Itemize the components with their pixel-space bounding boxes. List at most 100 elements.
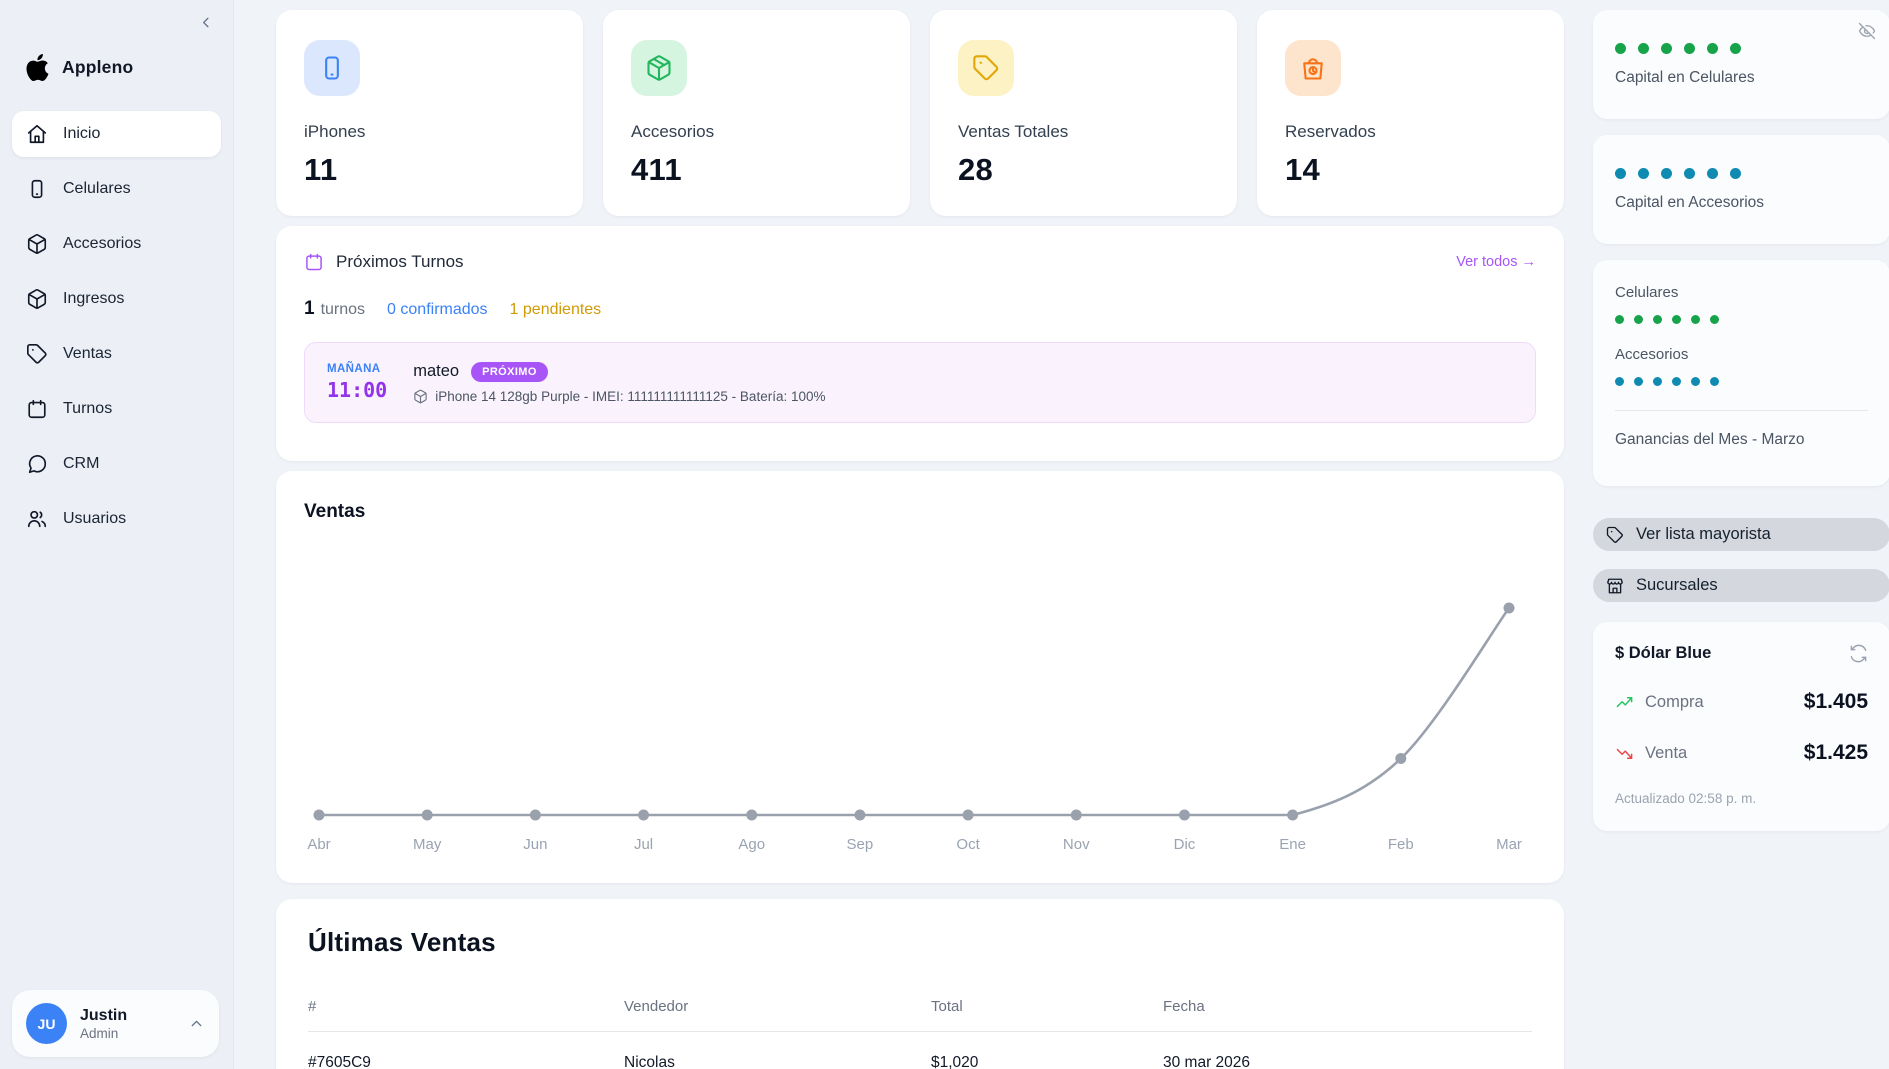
package-icon bbox=[27, 234, 47, 254]
tag-icon bbox=[27, 344, 47, 364]
ventas-line-chart: Abr May Jun Jul Ago Sep Oct Nov Dic Ene Feb Mar bbox=[304, 545, 1536, 863]
sale-vendedor: Nicolas bbox=[624, 1054, 675, 1069]
turnos-count-label: turnos bbox=[320, 301, 366, 318]
sidebar-item-label: Turnos bbox=[63, 400, 113, 417]
calendar-icon bbox=[306, 253, 322, 271]
svg-text:Ene: Ene bbox=[1279, 836, 1306, 853]
turno-when: MAÑANA 11:00 bbox=[327, 363, 387, 402]
ganancias-section-label: Celulares bbox=[1615, 284, 1679, 301]
sidebar-item-accesorios[interactable]: Accesorios bbox=[12, 221, 221, 267]
button-label: Ver lista mayorista bbox=[1636, 525, 1771, 543]
turnos-count-value: 1 bbox=[304, 298, 315, 319]
dolar-row-label: Venta bbox=[1645, 743, 1688, 762]
sales-table: # Vendedor Total Fecha #7605C9 Nicolas $… bbox=[308, 998, 1532, 1069]
sucursales-button[interactable]: Sucursales bbox=[1593, 569, 1889, 602]
stats-row: iPhones 11 Accesorios 411 Ventas Totales… bbox=[276, 10, 1564, 216]
trending-up-icon bbox=[1616, 696, 1633, 707]
turno-client-name: mateo bbox=[413, 362, 460, 380]
svg-text:Oct: Oct bbox=[956, 836, 980, 853]
dolar-compra-value: $1.405 bbox=[1803, 690, 1868, 713]
stat-label: iPhones bbox=[304, 122, 366, 141]
sidebar: Appleno Inicio Celulares Accesorios Ingr… bbox=[0, 0, 234, 1069]
sidebar-item-inicio[interactable]: Inicio bbox=[12, 111, 221, 157]
sidebar-item-celulares[interactable]: Celulares bbox=[12, 166, 221, 212]
sidebar-item-crm[interactable]: CRM bbox=[12, 441, 221, 487]
table-row[interactable]: #7605C9 Nicolas $1,020 30 mar 2026 bbox=[308, 1032, 1532, 1069]
stat-card-reservados: Reservados 14 bbox=[1257, 10, 1564, 216]
stat-label: Reservados bbox=[1285, 122, 1376, 141]
eye-off-icon[interactable] bbox=[1858, 22, 1876, 40]
sidebar-item-label: Celulares bbox=[63, 180, 131, 197]
divider bbox=[1615, 410, 1868, 411]
ultimas-ventas-card: Últimas Ventas # Vendedor Total Fecha #7… bbox=[276, 899, 1564, 1069]
masked-ganancias-value bbox=[1615, 315, 1868, 324]
svg-text:May: May bbox=[413, 836, 442, 853]
column-header-fecha: Fecha bbox=[1163, 998, 1205, 1015]
svg-text:Ago: Ago bbox=[738, 836, 765, 853]
turnos-title-text: Próximos Turnos bbox=[336, 252, 464, 271]
sidebar-item-ventas[interactable]: Ventas bbox=[12, 331, 221, 377]
shopping-bag-clock-icon bbox=[1285, 40, 1341, 96]
dolar-blue-card: $ Dólar Blue Compra $1.405 Venta $1.425 … bbox=[1593, 622, 1889, 831]
refresh-icon[interactable] bbox=[1849, 644, 1868, 663]
home-icon bbox=[27, 124, 47, 144]
smartphone-icon bbox=[304, 40, 360, 96]
sale-fecha: 30 mar 2026 bbox=[1163, 1054, 1251, 1069]
ver-lista-mayorista-button[interactable]: Ver lista mayorista bbox=[1593, 518, 1889, 551]
sidebar-item-usuarios[interactable]: Usuarios bbox=[12, 496, 221, 542]
apple-logo-icon bbox=[26, 54, 49, 81]
collapse-sidebar-icon[interactable] bbox=[198, 14, 215, 31]
turnos-title: Próximos Turnos bbox=[304, 252, 464, 272]
stat-value: 28 bbox=[958, 152, 994, 187]
turno-body: mateo PRÓXIMO iPhone 14 128gb Purple - I… bbox=[413, 361, 826, 404]
table-header-row: # Vendedor Total Fecha bbox=[308, 998, 1532, 1032]
message-circle-icon bbox=[28, 455, 47, 474]
package-icon bbox=[631, 40, 687, 96]
svg-text:Mar: Mar bbox=[1496, 836, 1522, 853]
ver-todos-link[interactable]: Ver todos → bbox=[1456, 254, 1536, 270]
turnos-confirmed: 0 confirmados bbox=[387, 301, 488, 318]
svg-text:Jul: Jul bbox=[634, 836, 653, 853]
ganancias-accesorios: Accesorios bbox=[1615, 346, 1868, 386]
stat-card-ventas-totales: Ventas Totales 28 bbox=[930, 10, 1237, 216]
ganancias-footer: Ganancias del Mes - Marzo bbox=[1615, 431, 1805, 448]
sidebar-item-label: Ventas bbox=[63, 345, 112, 362]
user-menu[interactable]: JU Justin Admin bbox=[12, 990, 219, 1057]
ganancias-section-label: Accesorios bbox=[1615, 346, 1689, 363]
brand: Appleno bbox=[24, 54, 221, 81]
proximos-turnos-card: Próximos Turnos Ver todos → 1 turnos 0 co… bbox=[276, 226, 1564, 461]
column-header-total: Total bbox=[931, 998, 963, 1015]
tag-icon bbox=[1606, 526, 1623, 543]
svg-text:Nov: Nov bbox=[1063, 836, 1090, 853]
stat-label: Accesorios bbox=[631, 122, 715, 141]
sale-total: $1,020 bbox=[931, 1054, 979, 1069]
stat-value: 11 bbox=[304, 152, 338, 187]
column-header-id: # bbox=[308, 998, 317, 1015]
users-icon bbox=[27, 510, 47, 528]
sidebar-nav: Inicio Celulares Accesorios Ingresos Ven… bbox=[12, 111, 221, 542]
sidebar-item-label: CRM bbox=[63, 455, 100, 472]
sidebar-item-label: Ingresos bbox=[63, 290, 125, 307]
sales-table-title: Últimas Ventas bbox=[308, 927, 496, 957]
main-content: iPhones 11 Accesorios 411 Ventas Totales… bbox=[234, 0, 1593, 1069]
sidebar-item-turnos[interactable]: Turnos bbox=[12, 386, 221, 432]
turnos-count: 1 turnos bbox=[304, 298, 365, 320]
turno-item[interactable]: MAÑANA 11:00 mateo PRÓXIMO iPhone 14 128… bbox=[304, 342, 1536, 423]
turnos-stats: 1 turnos 0 confirmados 1 pendientes bbox=[304, 298, 1536, 320]
dolar-row-label: Compra bbox=[1645, 692, 1704, 711]
stat-label: Ventas Totales bbox=[958, 122, 1069, 141]
calendar-icon bbox=[28, 399, 46, 419]
turno-time: 11:00 bbox=[327, 378, 388, 402]
dolar-venta-value: $1.425 bbox=[1803, 741, 1868, 764]
svg-text:Dic: Dic bbox=[1174, 836, 1196, 853]
chevron-up-icon[interactable] bbox=[188, 1015, 205, 1032]
dolar-title: $ Dólar Blue bbox=[1615, 644, 1712, 662]
ganancias-celulares: Celulares bbox=[1615, 284, 1868, 324]
capital-label: Capital en Celulares bbox=[1615, 68, 1755, 86]
svg-text:Abr: Abr bbox=[307, 836, 330, 853]
smartphone-icon bbox=[31, 179, 43, 199]
svg-text:Jun: Jun bbox=[523, 836, 547, 853]
sidebar-item-ingresos[interactable]: Ingresos bbox=[12, 276, 221, 322]
stat-card-iphones: iPhones 11 bbox=[276, 10, 583, 216]
turnos-pending: 1 pendientes bbox=[509, 301, 602, 318]
